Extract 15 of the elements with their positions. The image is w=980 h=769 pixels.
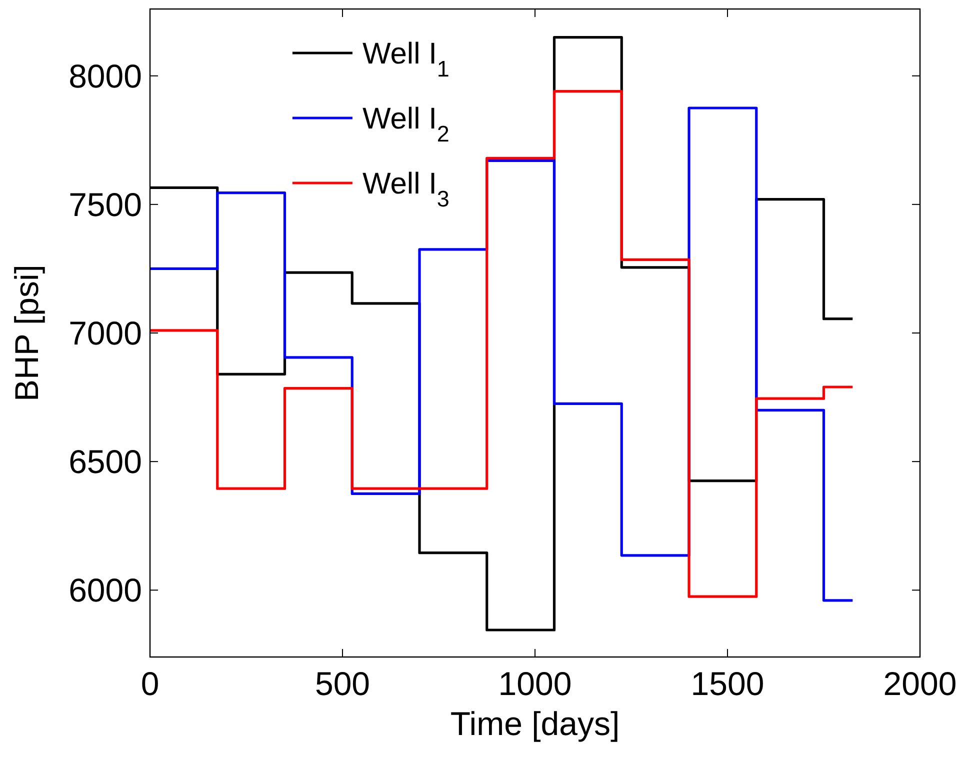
legend-label: Well I$_{3}$ [362,168,450,211]
y-tick-label: 7500 [68,186,142,223]
y-tick-label: 7000 [68,314,142,352]
x-tick-label: 2000 [883,665,957,702]
y-tick-label: 6500 [68,443,142,480]
x-tick-label: 1500 [690,665,764,702]
y-tick-label: 6000 [68,572,142,609]
y-axis-title: BHP [psi] [8,264,45,402]
x-tick-label: 0 [140,665,160,702]
y-tick-label: 8000 [68,57,142,94]
legend-label: Well I$_{2}$ [362,102,450,146]
x-axis-title: Time [days] [450,705,620,742]
x-tick-label: 500 [314,665,370,702]
legend-label: Well I$_{1}$ [362,38,450,81]
x-tick-label: 1000 [498,665,572,702]
